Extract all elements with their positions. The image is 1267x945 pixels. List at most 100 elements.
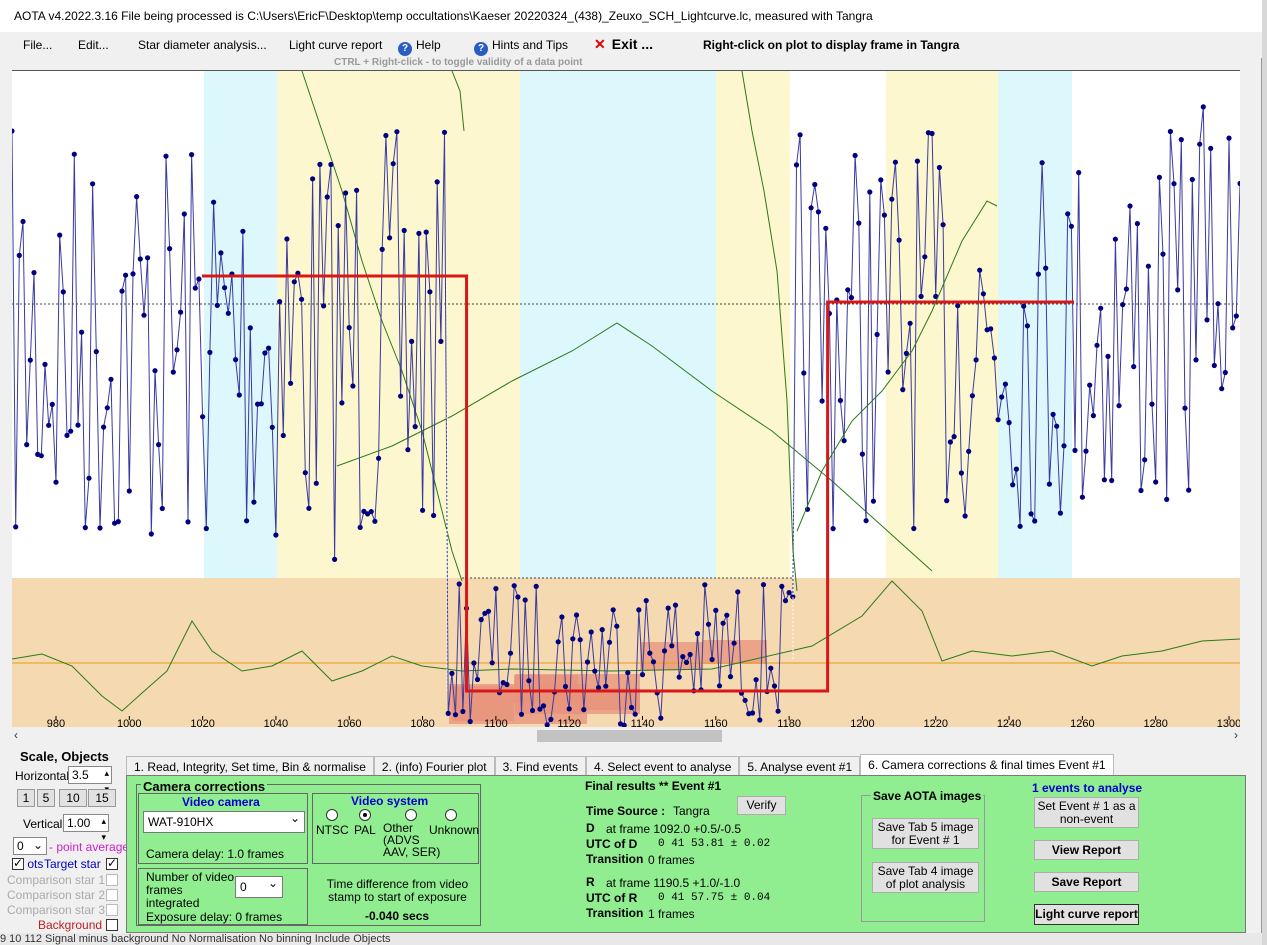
x-tick-label: 1180 [777,718,801,727]
scroll-thumb[interactable] [537,730,722,742]
data-point [1167,128,1173,135]
horizontal-scale-spinner[interactable]: 3.5▴▾ [68,766,112,794]
menu-hints[interactable]: ? Hints and Tips [474,38,568,56]
comparison-star-2-checkbox[interactable] [106,889,118,901]
pal-radio[interactable] [359,809,371,821]
unknown-radio[interactable] [445,809,457,821]
data-point [1178,137,1184,143]
window-title: AOTA v4.2022.3.16 File being processed i… [14,9,873,23]
vertical-scale-spinner[interactable]: 1.00 ▴ ▾ [63,814,109,842]
data-points [12,104,1240,727]
data-point [493,586,499,592]
vertical-label: Vertical [23,817,63,831]
data-point [1123,286,1129,292]
spin-updown-icon[interactable]: ▴▾ [101,816,106,842]
data-point [1182,405,1188,411]
frames-integrated-label: Number of video frames integrated [146,870,235,910]
data-point [504,681,510,688]
menu-exit[interactable]: ✕ Exit ... [594,36,653,53]
data-point [299,296,305,302]
data-point [178,309,184,315]
event-fit-line [202,274,1074,693]
data-point [812,181,818,188]
point-average-combo[interactable]: 0 ⌄ [13,837,47,855]
save-tab5-image-button[interactable]: Save Tab 5 image for Event # 1 [872,818,979,849]
data-point [713,607,719,614]
data-point [159,505,165,512]
data-point [277,299,283,305]
data-point [60,289,66,295]
light-curve-svg[interactable]: 980 1000 1020 1040 1060 1080 1100 1120 1140 1160 1… [12,71,1240,727]
transition-d-label: Transition [586,852,644,866]
comparison-star-1-checkbox[interactable] [106,874,118,886]
light-curve-report-button[interactable]: Light curve report [1034,904,1139,925]
zoom-5-button[interactable]: 5 [37,789,55,807]
tab-find-events[interactable]: 3. Find events [494,756,586,776]
video-camera-select[interactable]: WAT-910HX [143,811,305,833]
menu-help-label: Help [416,38,441,52]
data-point [68,428,74,434]
data-point [731,640,737,646]
tab-select-event[interactable]: 4. Select event to analyse [585,756,740,776]
data-point [782,598,789,604]
data-point [540,703,547,709]
transition-r-value: 1 frames [648,907,695,921]
data-point [980,291,987,297]
data-point [522,597,528,603]
view-report-button[interactable]: View Report [1034,840,1139,860]
data-point [31,270,37,276]
r-label: R [586,875,595,889]
scroll-left-icon[interactable]: ‹ [14,728,18,742]
menu-light-curve-report[interactable]: Light curve report [289,38,383,52]
zoom-1-button[interactable]: 1 [17,789,35,807]
shade-band-4 [716,71,790,578]
data-point [310,176,316,182]
plot-horizontal-scrollbar[interactable]: ‹ › [12,728,1240,744]
data-point [1013,466,1020,472]
other-radio[interactable] [405,809,417,821]
menu-file[interactable]: File... [23,38,53,52]
data-point [185,519,191,525]
set-non-event-button[interactable]: Set Event # 1 as a non-event [1034,797,1139,828]
tab-read-integrity[interactable]: 1. Read, Integrity, Set time, Bin & norm… [126,756,374,776]
data-point [595,685,602,691]
save-report-button[interactable]: Save Report [1034,872,1139,892]
ntsc-radio[interactable] [326,809,338,821]
final-results-title: Final results ** Event #1 [585,779,722,793]
status-strip: 9 10 112 Signal minus background No Norm… [0,933,1262,945]
data-point [918,293,924,299]
zoom-15-button[interactable]: 15 [88,789,116,807]
menu-star-diameter[interactable]: Star diameter analysis... [138,38,267,52]
scroll-right-icon[interactable]: › [1234,728,1238,742]
light-curve-plot[interactable]: 980 1000 1020 1040 1060 1080 1100 1120 1140 1160 1… [12,70,1240,727]
menu-help[interactable]: ? Help [398,38,441,56]
data-point [233,357,239,363]
frames-integrated-select[interactable]: 0 [235,876,283,898]
target-star-checkbox[interactable] [106,856,118,870]
zoom-10-button[interactable]: 10 [59,789,87,807]
background-checkbox[interactable] [106,919,118,931]
tab-analyse-event[interactable]: 5. Analyse event #1 [739,756,861,776]
data-point [222,285,228,291]
data-point [1153,479,1159,485]
tab-fourier-plot[interactable]: 2. (info) Fourier plot [373,756,495,776]
menu-edit[interactable]: Edit... [78,38,109,52]
data-point [548,716,554,723]
data-point [368,509,374,515]
data-point [922,254,928,260]
data-point [914,158,921,164]
data-point [225,310,231,316]
save-tab4-image-button[interactable]: Save Tab 4 image of plot analysis [872,862,979,893]
verify-button[interactable]: Verify [737,796,786,815]
frames-integrated-group [138,868,308,925]
plot-points-checkbox[interactable] [12,856,24,870]
data-point [321,303,327,309]
comparison-star-3-checkbox[interactable] [106,904,118,916]
data-point [1149,401,1155,407]
data-point [1226,135,1232,141]
data-point [929,130,935,137]
data-point [720,620,726,626]
x-tick-label: 1020 [190,718,214,727]
tab-camera-corrections[interactable]: 6. Camera corrections & final times Even… [860,754,1114,776]
